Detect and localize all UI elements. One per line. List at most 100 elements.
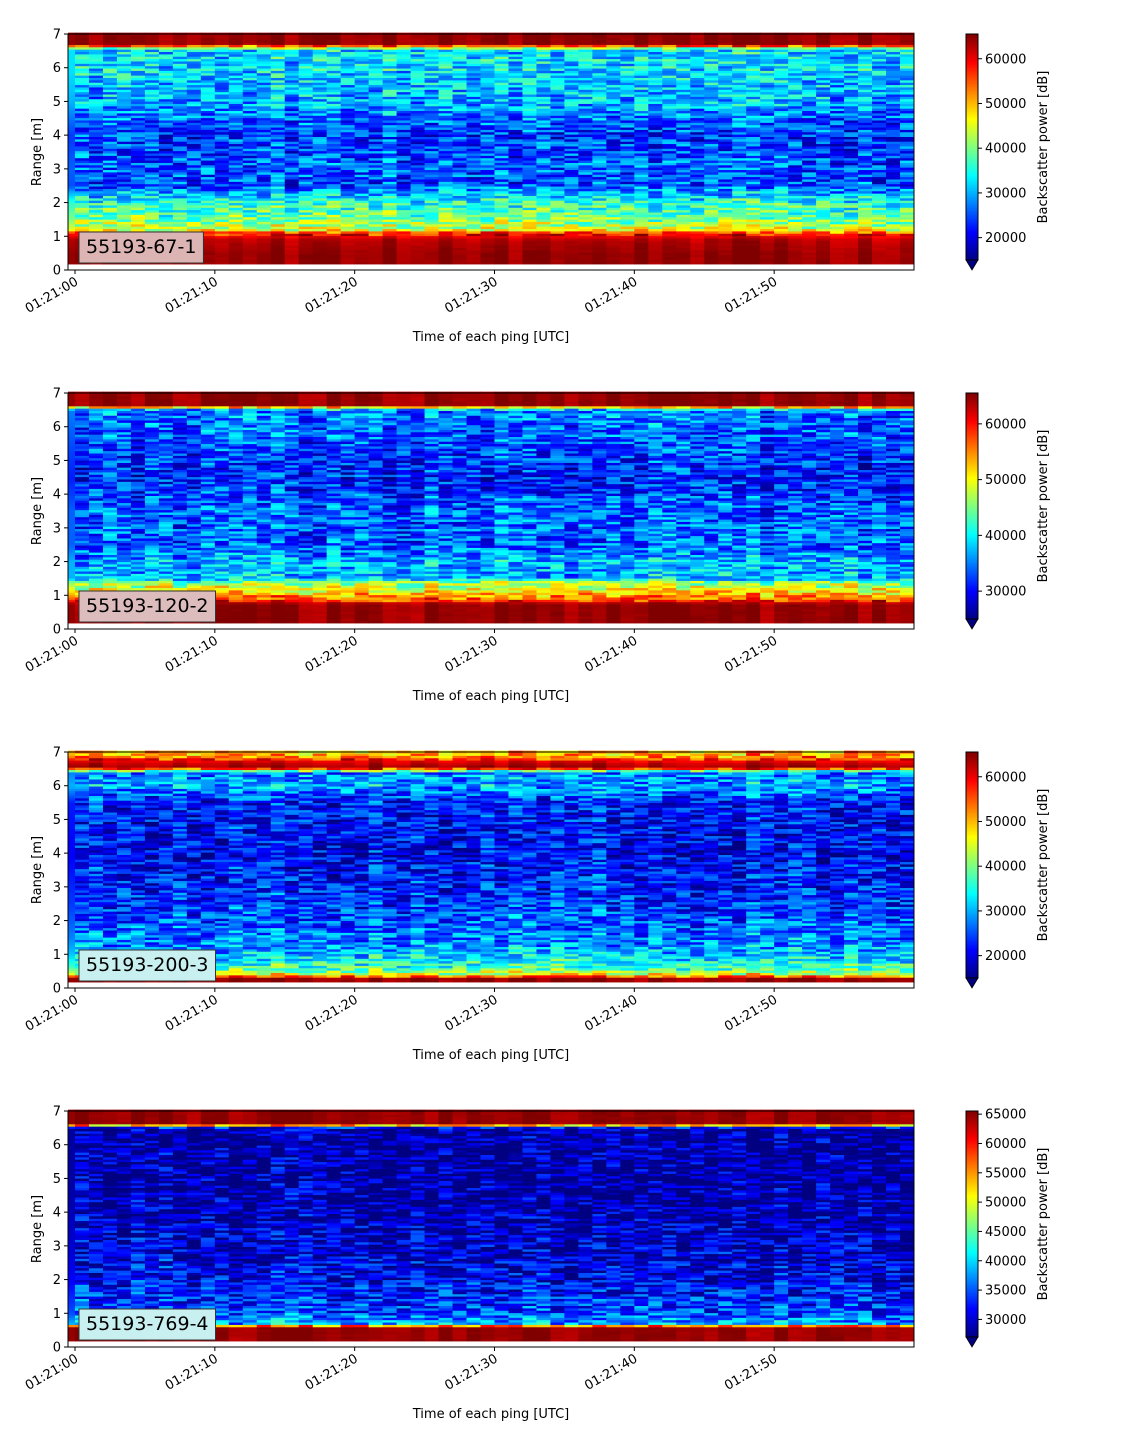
- heatmap-cell: [214, 155, 230, 159]
- heatmap-cell: [102, 200, 118, 204]
- heatmap-cell: [508, 131, 523, 135]
- heatmap-cell: [214, 56, 230, 60]
- heatmap-cell: [130, 214, 146, 218]
- heatmap-cell: [102, 77, 118, 81]
- heatmap-cell: [172, 228, 188, 232]
- heatmap-cell: [68, 145, 76, 149]
- heatmap-cell: [214, 58, 230, 62]
- heatmap-cell: [228, 197, 244, 201]
- heatmap-cell: [326, 178, 342, 182]
- heatmap-cell: [172, 141, 188, 145]
- heatmap-cell: [382, 254, 398, 258]
- heatmap-cell: [270, 256, 286, 260]
- heatmap-cell: [68, 212, 76, 215]
- heatmap-cell: [438, 252, 454, 255]
- heatmap-cell: [354, 42, 370, 45]
- heatmap-cell: [466, 44, 482, 48]
- heatmap-cell: [480, 124, 495, 128]
- heatmap-cell: [410, 134, 426, 137]
- heatmap-cell: [242, 49, 258, 53]
- heatmap-cell: [354, 35, 370, 38]
- heatmap-cell: [256, 103, 272, 107]
- heatmap-cell: [368, 221, 384, 225]
- heatmap-cell: [172, 127, 188, 130]
- heatmap-cell: [116, 141, 132, 145]
- heatmap-cell: [88, 124, 104, 128]
- heatmap-cell: [186, 160, 202, 163]
- heatmap-cell: [88, 223, 104, 227]
- heatmap-cell: [494, 207, 509, 211]
- heatmap-cell: [312, 245, 328, 248]
- heatmap-cell: [452, 84, 468, 88]
- heatmap-cell: [158, 39, 174, 43]
- heatmap-cell: [144, 42, 160, 45]
- heatmap-cell: [354, 155, 370, 159]
- heatmap-cell: [256, 84, 272, 88]
- heatmap-cell: [214, 204, 230, 208]
- heatmap-cell: [298, 150, 314, 154]
- heatmap-cell: [522, 79, 537, 83]
- heatmap-cell: [228, 183, 244, 187]
- heatmap-cell: [270, 77, 286, 81]
- heatmap-cell: [102, 82, 118, 86]
- heatmap-cell: [368, 63, 384, 67]
- heatmap-cell: [172, 63, 188, 67]
- heatmap-cell: [382, 44, 398, 48]
- heatmap-cell: [298, 110, 314, 114]
- heatmap-cell: [68, 174, 76, 178]
- heatmap-cell: [312, 197, 328, 201]
- heatmap-cell: [382, 162, 398, 166]
- heatmap-cell: [102, 188, 118, 192]
- heatmap-cell: [200, 162, 216, 166]
- heatmap-cell: [452, 245, 468, 248]
- heatmap-cell: [186, 209, 202, 213]
- heatmap-cell: [382, 115, 398, 119]
- heatmap-cell: [228, 112, 244, 116]
- heatmap-cell: [326, 44, 342, 48]
- heatmap-cell: [354, 245, 370, 248]
- heatmap-cell: [75, 202, 90, 206]
- heatmap-cell: [522, 153, 537, 156]
- heatmap-cell: [326, 212, 342, 215]
- heatmap-cell: [242, 65, 258, 69]
- heatmap-cell: [116, 219, 132, 222]
- heatmap-cell: [158, 195, 174, 199]
- heatmap-cell: [228, 49, 244, 53]
- heatmap-cell: [550, 176, 565, 180]
- heatmap-cell: [382, 216, 398, 220]
- heatmap-cell: [270, 233, 286, 237]
- heatmap-cell: [75, 84, 90, 88]
- heatmap-cell: [298, 214, 314, 218]
- heatmap-cell: [144, 46, 160, 50]
- heatmap-cell: [312, 58, 328, 62]
- heatmap-cell: [186, 136, 202, 140]
- heatmap-cell: [550, 181, 565, 185]
- heatmap-cell: [214, 202, 230, 206]
- heatmap-cell: [368, 228, 384, 232]
- heatmap-cell: [270, 117, 286, 121]
- heatmap-cell: [75, 216, 90, 220]
- heatmap-cell: [298, 94, 314, 97]
- heatmap-cell: [214, 190, 230, 194]
- heatmap-cell: [382, 160, 398, 163]
- heatmap-cell: [158, 117, 174, 121]
- heatmap-cell: [494, 148, 509, 152]
- heatmap-cell: [410, 188, 426, 192]
- heatmap-cell: [68, 65, 76, 69]
- heatmap-cell: [522, 94, 537, 97]
- heatmap-cell: [508, 35, 523, 38]
- heatmap-cell: [298, 51, 314, 55]
- heatmap-cell: [536, 105, 551, 109]
- heatmap-cell: [88, 49, 104, 53]
- heatmap-cell: [102, 134, 118, 137]
- heatmap-cell: [200, 63, 216, 67]
- heatmap-cell: [88, 56, 104, 60]
- heatmap-cell: [116, 70, 132, 74]
- heatmap-cell: [312, 143, 328, 147]
- heatmap-cell: [298, 226, 314, 230]
- heatmap-cell: [68, 249, 76, 253]
- heatmap-cell: [480, 117, 495, 121]
- heatmap-cell: [144, 51, 160, 55]
- heatmap-cell: [354, 96, 370, 100]
- heatmap-cell: [130, 138, 146, 142]
